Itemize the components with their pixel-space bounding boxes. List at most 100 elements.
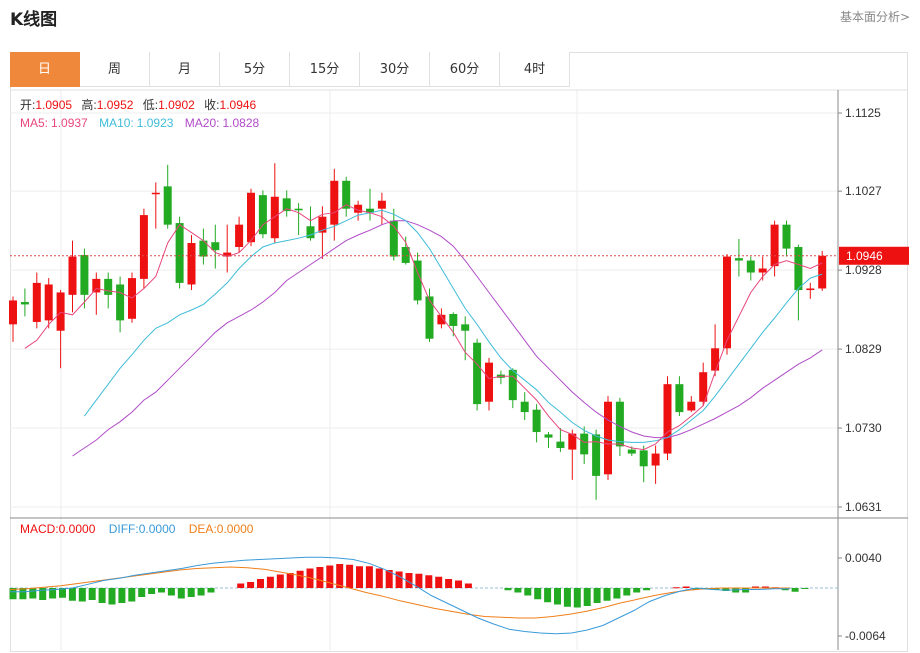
candle-body [104,278,113,295]
macd-bar [761,586,769,588]
candle-body [151,192,160,195]
macd-bar [534,588,542,600]
diff-label: DIFF: [109,522,139,536]
macd-bar [78,588,86,602]
price-tick-label: 1.1125 [845,106,881,120]
price-tick-label: 1.0730 [845,421,882,435]
tab-15min[interactable]: 15分 [290,52,360,87]
candle-body [734,258,743,261]
macd-bar [613,588,621,599]
macd-bar [148,588,156,594]
candle-body [473,342,482,405]
candle-body [318,216,327,233]
tab-60min[interactable]: 60分 [430,52,500,87]
macd-bar [633,588,641,593]
macd-bar [59,588,66,598]
candle-body [651,453,660,466]
macd-bar [554,588,561,605]
candle-body [568,433,577,450]
macd-bar [623,588,631,596]
candle-body [366,208,374,213]
candle-body [258,195,267,235]
candle-body [699,372,708,402]
ma10-label: MA10: [99,116,134,130]
candle-body [80,254,89,295]
candle-body [9,300,17,325]
ma5-line [24,204,823,451]
candle-body [508,369,517,401]
tab-30min[interactable]: 30分 [360,52,430,87]
candle-body [294,208,303,211]
candle-body [68,256,77,295]
candlestick-plot [9,163,838,500]
candle-body [532,409,541,433]
candle-body [592,434,601,476]
diff-value: 0.0000 [139,522,176,536]
candle-body [92,278,101,293]
macd-bar [158,588,165,593]
macd-bar [49,588,57,599]
ma10-line [83,209,823,443]
macd-bar [752,586,759,588]
macd-plot [9,556,838,635]
macd-bar [356,566,363,588]
candle-body [687,401,696,411]
macd-bar [573,588,581,608]
candle-body [270,196,279,239]
open-value: 1.0905 [35,98,72,112]
tab-5min[interactable]: 5分 [220,52,290,87]
candle-body [377,200,386,209]
candle-body [44,284,53,321]
candle-body [818,255,827,289]
fundamental-analysis-link[interactable]: 基本面分析> [839,10,910,24]
candle-body [782,224,791,249]
tab-month[interactable]: 月 [150,52,220,87]
close-label: 收: [204,98,219,112]
macd-bar [128,588,136,602]
macd-bar [593,588,601,603]
macd-bar [544,588,552,603]
tab-week[interactable]: 周 [80,52,150,87]
candle-body [163,186,172,225]
macd-bar [138,588,146,597]
macd-bar [177,588,185,599]
macd-bar [643,588,651,591]
candle-body [330,180,339,225]
last-price-badge [839,246,909,265]
macd-bar [742,588,750,593]
candle-body [604,401,612,475]
tab-4hour[interactable]: 4时 [500,52,570,87]
macd-bar [88,588,96,600]
candle-body [627,449,636,454]
macd-info: MACD:0.0000 DIFF:0.0000 DEA:0.0000 [20,522,254,536]
macd-bar [197,588,205,596]
candle-body [342,180,351,209]
ma20-label: MA20: [185,116,220,130]
macd-bar [504,588,512,591]
ma20-line [72,220,823,457]
macd-bar [187,588,195,597]
macd-bar [247,582,255,588]
macd-bar [405,573,413,588]
macd-bar [692,588,700,590]
open-label: 开: [20,98,35,112]
macd-bar [336,564,344,588]
candle-body [746,260,755,273]
candle-body [175,223,184,283]
candle-body [794,246,803,291]
macd-bar [68,588,76,601]
tab-day[interactable]: 日 [10,52,80,87]
candle-body [223,252,232,257]
macd-bar [108,588,116,605]
ma20-value: 1.0828 [222,116,259,130]
high-value: 1.0952 [97,98,134,112]
macd-bar [276,574,284,588]
candle-body [806,288,815,291]
price-axis: 1.0946 1.1125 1.1027 1.0928 1.0829 1.0730 1.06… [838,106,909,643]
macd-bar [385,570,393,588]
macd-bar [464,583,472,588]
candle-body [187,243,196,285]
ohlc-info: 开:1.0905 高:1.0952 低:1.0902 收:1.0946 [20,97,257,112]
macd-value: 0.0000 [59,522,96,536]
